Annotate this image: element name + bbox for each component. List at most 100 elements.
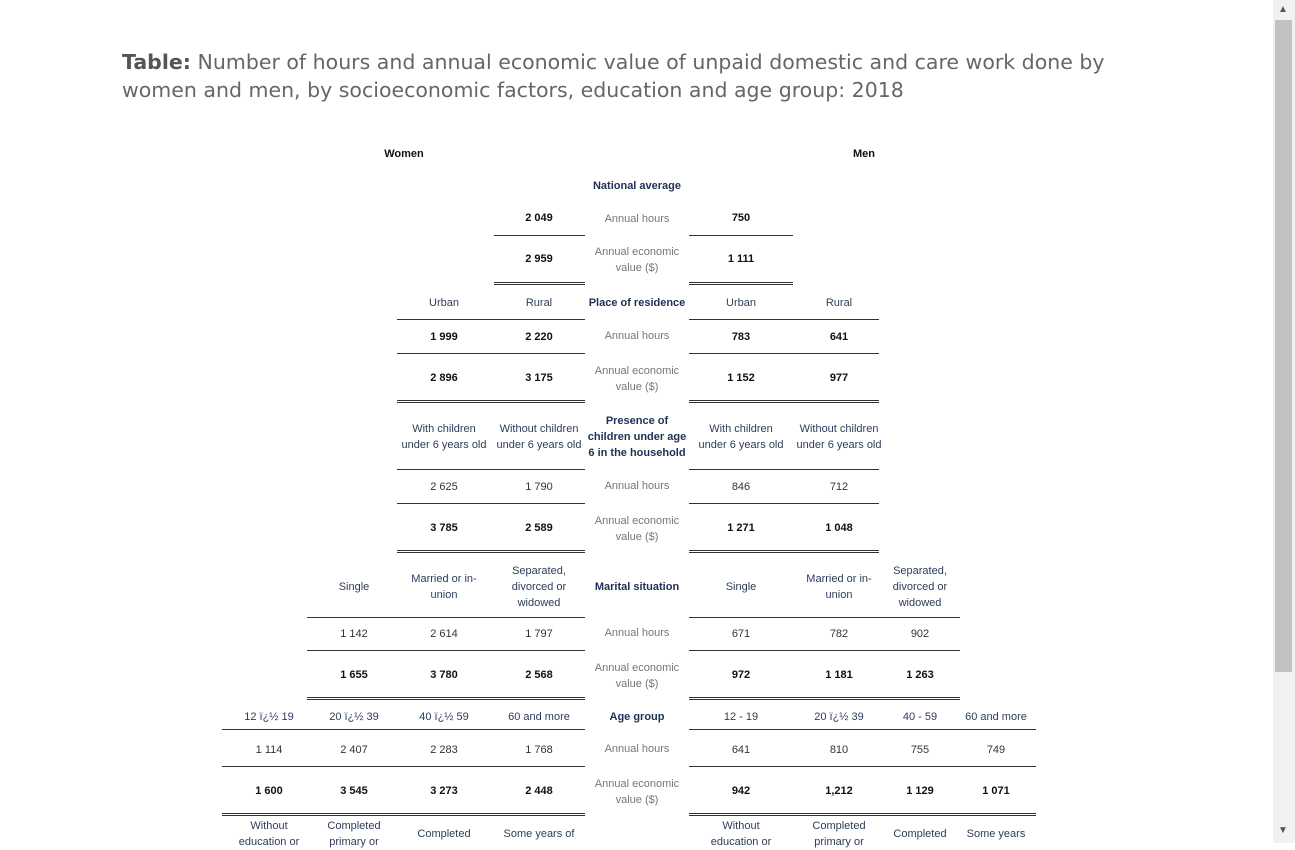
row-divider: [397, 319, 585, 320]
table-cell: 1 790: [525, 481, 553, 493]
row-divider: [689, 550, 879, 553]
table-cell: 2 959: [525, 253, 553, 265]
marital-men-col-header: Single: [725, 581, 757, 593]
row-divider: [689, 503, 879, 504]
table-cell: 749: [986, 744, 1006, 756]
row-divider: [689, 729, 1036, 730]
row-label-annual-hours: Annual hours: [604, 743, 670, 755]
education-men-col-header: Some years: [966, 828, 1026, 840]
row-divider: [689, 319, 879, 320]
age-women-col-header: 40 ï¿½ 59: [419, 711, 469, 723]
table-cell: 1 152: [727, 372, 755, 384]
table-cell: 783: [731, 331, 751, 343]
row-divider: [689, 282, 793, 285]
residence-women-col-header: Urban: [429, 297, 459, 309]
national-average-heading: National average: [592, 180, 682, 192]
scroll-down-icon[interactable]: ▼: [1278, 825, 1288, 836]
table-cell: 2 220: [525, 331, 553, 343]
row-divider: [397, 503, 585, 504]
row-divider: [307, 697, 585, 700]
age-women-col-header: 12 ï¿½ 19: [244, 711, 294, 723]
age-heading: Age group: [609, 711, 665, 723]
scroll-up-icon[interactable]: ▲: [1278, 4, 1288, 15]
table-cell: 1 271: [727, 522, 755, 534]
table-cell: 1 048: [825, 522, 853, 534]
residence-men-col-header: Rural: [825, 297, 853, 309]
row-divider: [689, 813, 1036, 816]
row-divider: [222, 766, 585, 767]
education-women-col-header: Without education or: [238, 820, 300, 848]
scrollbar[interactable]: ▲ ▼: [1273, 0, 1295, 843]
table-cell: 1 111: [727, 253, 755, 265]
table-cell: 2 283: [430, 744, 458, 756]
residence-women-col-header: Rural: [525, 297, 553, 309]
table-cell: 1 114: [255, 744, 283, 756]
table-cell: 712: [829, 481, 849, 493]
title-text: Number of hours and annual economic valu…: [122, 50, 1105, 102]
education-men-col-header: Completed primary or: [812, 820, 866, 848]
age-men-col-header: 20 ï¿½ 39: [814, 711, 864, 723]
row-label-annual-value: Annual economic value ($): [594, 365, 680, 393]
table-cell: 3 780: [430, 669, 458, 681]
marital-women-col-header: Single: [338, 581, 370, 593]
row-label-annual-value: Annual economic value ($): [594, 778, 680, 806]
table-cell: 2 625: [430, 481, 458, 493]
table-cell: 1 600: [255, 785, 283, 797]
table-cell: 1 071: [982, 785, 1010, 797]
marital-women-col-header: Married or in-union: [411, 573, 477, 601]
table-cell: 1 655: [340, 669, 368, 681]
table-cell: 2 407: [340, 744, 368, 756]
row-divider: [397, 353, 585, 354]
row-divider: [222, 813, 585, 816]
row-divider: [689, 650, 960, 651]
table-cell: 2 614: [430, 628, 458, 640]
women-header: Women: [384, 148, 424, 160]
row-label-annual-hours: Annual hours: [604, 213, 670, 225]
row-divider: [689, 469, 879, 470]
row-label-annual-value: Annual economic value ($): [594, 515, 680, 543]
table-cell: 2 448: [525, 785, 553, 797]
row-divider: [689, 400, 879, 403]
table-cell: 782: [829, 628, 849, 640]
row-divider: [397, 400, 585, 403]
table-cell: 810: [829, 744, 849, 756]
row-divider: [689, 766, 1036, 767]
age-women-col-header: 20 ï¿½ 39: [329, 711, 379, 723]
row-divider: [689, 617, 960, 618]
table-cell: 972: [731, 669, 751, 681]
row-divider: [397, 550, 585, 553]
table-cell: 1 263: [906, 669, 934, 681]
table-cell: 641: [731, 744, 751, 756]
page-title: Table: Number of hours and annual econom…: [122, 48, 1182, 104]
table-cell: 2 896: [430, 372, 458, 384]
marital-men-col-header: Married or in-union: [806, 573, 872, 601]
row-label-annual-value: Annual economic value ($): [594, 662, 680, 690]
age-men-col-header: 60 and more: [965, 711, 1027, 723]
table-cell: 1 797: [525, 628, 553, 640]
table-cell: 1 129: [906, 785, 934, 797]
row-divider: [494, 235, 585, 236]
table-cell: 902: [910, 628, 930, 640]
children-men-col-header: With children under 6 years old: [698, 423, 784, 451]
row-label-annual-value: Annual economic value ($): [594, 246, 680, 274]
children-women-col-header: Without children under 6 years old: [496, 423, 582, 451]
row-divider: [397, 469, 585, 470]
table-cell: 2 589: [525, 522, 553, 534]
table-cell: 3 273: [430, 785, 458, 797]
marital-women-col-header: Separated, divorced or widowed: [511, 565, 567, 609]
education-men-col-header: Without education or: [710, 820, 772, 848]
men-header: Men: [853, 148, 875, 160]
table-cell: 1,212: [825, 785, 853, 797]
row-divider: [222, 729, 585, 730]
row-divider: [689, 235, 793, 236]
row-divider: [494, 282, 585, 285]
row-divider: [307, 650, 585, 651]
marital-men-col-header: Separated, divorced or widowed: [892, 565, 948, 609]
table-cell: 1 768: [525, 744, 553, 756]
marital-heading: Marital situation: [594, 581, 680, 593]
table-cell: 977: [829, 372, 849, 384]
table-cell: 671: [731, 628, 751, 640]
education-women-col-header: Completed: [417, 828, 471, 840]
scroll-thumb[interactable]: [1275, 20, 1292, 672]
row-label-annual-hours: Annual hours: [604, 627, 670, 639]
